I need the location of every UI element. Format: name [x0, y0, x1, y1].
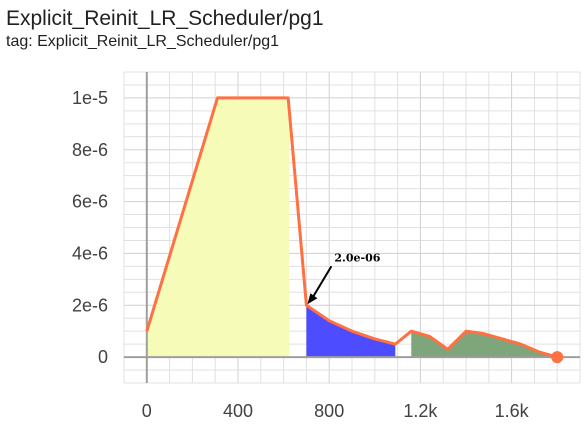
x-tick-label: 0 — [142, 401, 152, 421]
x-tick-label: 1.6k — [495, 401, 530, 421]
x-tick-label: 800 — [314, 401, 344, 421]
x-tick-label: 400 — [223, 401, 253, 421]
annotation-label: 2.0e-06 — [334, 251, 380, 264]
y-tick-label: 8e-6 — [72, 140, 108, 160]
series-line — [145, 96, 558, 359]
y-tick-label: 0 — [98, 347, 108, 367]
y-tick-label: 2e-6 — [72, 295, 108, 315]
series-layer — [145, 96, 564, 364]
y-tick-label: 6e-6 — [72, 192, 108, 212]
chart-tag: tag: Explicit_Reinit_LR_Scheduler/pg1 — [6, 33, 280, 50]
chart-title: Explicit_Reinit_LR_Scheduler/pg1 — [6, 7, 324, 30]
y-tick-label: 4e-6 — [72, 243, 108, 263]
annotation-arrow-head — [307, 293, 318, 305]
x-tick-label: 1.2k — [403, 401, 438, 421]
chart-header: Explicit_Reinit_LR_Scheduler/pg1 tag: Ex… — [6, 0, 586, 52]
annotation-layer: 2.0e-06 — [307, 251, 381, 305]
y-tick-label: 1e-5 — [72, 88, 108, 108]
tick-labels: 0 2e-6 4e-6 6e-6 8e-6 1e-5 0 400 800 1.2k 1.6k — [72, 88, 530, 421]
annotation-arrow-line — [309, 265, 333, 302]
end-marker — [551, 351, 564, 364]
shaded-region-1 — [146, 97, 290, 358]
